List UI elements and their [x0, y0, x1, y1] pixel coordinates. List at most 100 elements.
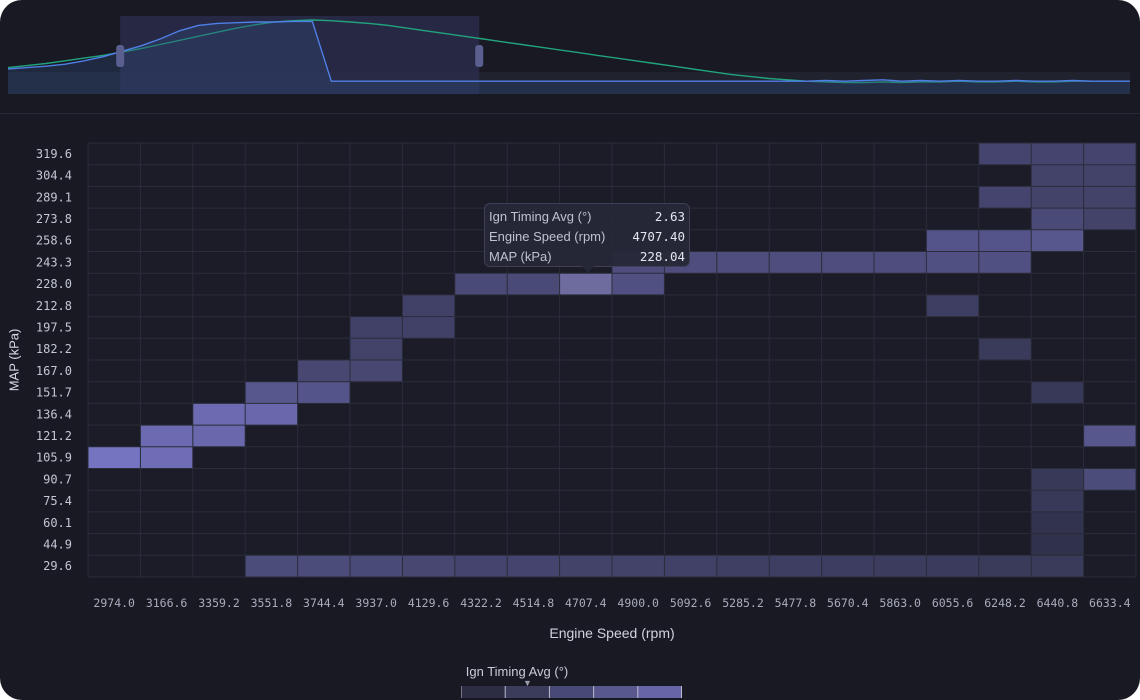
y-tick-label: 121.2: [36, 429, 72, 443]
heatmap-cell[interactable]: [350, 338, 403, 360]
heatmap-cell[interactable]: [1083, 208, 1136, 230]
heatmap-cell[interactable]: [1031, 533, 1084, 556]
heatmap-cell[interactable]: [192, 425, 246, 447]
heatmap-cell[interactable]: [245, 555, 298, 577]
heatmap-cell[interactable]: [1031, 555, 1084, 577]
x-tick-label: 3166.6: [146, 596, 188, 610]
tooltip-row: Ign Timing Avg (°) 2.63: [489, 207, 685, 227]
heatmap-cell[interactable]: [1031, 208, 1084, 230]
heatmap-cell[interactable]: [978, 555, 1032, 577]
x-tick-label: 6248.2: [984, 596, 1026, 610]
heatmap-cell[interactable]: [297, 360, 350, 382]
overview-series-area: [8, 21, 1130, 94]
legend-swatch: [549, 686, 594, 698]
heatmap-cell[interactable]: [350, 360, 403, 382]
tooltip-value: 4707.40: [632, 229, 685, 244]
heatmap-cell[interactable]: [507, 555, 560, 577]
y-tick-label: 60.1: [43, 516, 72, 530]
legend-swatch: [637, 686, 682, 698]
heatmap-cell[interactable]: [1083, 143, 1136, 165]
heatmap-cell[interactable]: [926, 294, 979, 317]
heatmap-cell[interactable]: [454, 555, 508, 577]
heatmap-cell[interactable]: [716, 555, 770, 577]
heatmap-cell[interactable]: [350, 316, 403, 339]
heatmap-cell[interactable]: [664, 555, 717, 577]
color-legend-bar[interactable]: [461, 686, 682, 698]
heatmap-cell[interactable]: [769, 555, 822, 577]
tooltip-label: Engine Speed (rpm): [489, 229, 606, 244]
heatmap-cell[interactable]: [926, 229, 979, 252]
color-legend-title: Ign Timing Avg (°): [465, 664, 569, 679]
heatmap-cell[interactable]: [769, 251, 822, 274]
brush-handle-right[interactable]: [475, 45, 484, 67]
y-axis-label: MAP (kPa): [6, 328, 22, 392]
heatmap-cell[interactable]: [874, 251, 927, 274]
heatmap-cell[interactable]: [1031, 511, 1084, 534]
heatmap-cell[interactable]: [1031, 143, 1084, 165]
heatmap-cell[interactable]: [1031, 164, 1084, 187]
heatmap-cell[interactable]: [1031, 381, 1084, 404]
tooltip-row: MAP (kPa) 228.04: [489, 247, 685, 267]
brush-handle-left[interactable]: [116, 45, 125, 67]
heatmap-cell-highlighted[interactable]: [559, 273, 612, 295]
heatmap-cell[interactable]: [1083, 164, 1136, 187]
heatmap-cell[interactable]: [245, 403, 298, 426]
heatmap-cell[interactable]: [1083, 186, 1136, 209]
heatmap-cell[interactable]: [192, 403, 246, 426]
x-tick-label: 4322.2: [460, 596, 502, 610]
heatmap-cell[interactable]: [402, 294, 455, 317]
overview-series-line: [7, 20, 1130, 82]
heatmap-cell[interactable]: [821, 251, 874, 274]
heatmap-cell[interactable]: [140, 425, 193, 447]
y-tick-label: 319.6: [36, 147, 72, 161]
x-tick-label: 5285.2: [722, 596, 764, 610]
heatmap-cell[interactable]: [978, 143, 1032, 165]
heatmap-cell[interactable]: [716, 251, 770, 274]
heatmap-cell[interactable]: [1031, 490, 1084, 512]
heatmap-cell[interactable]: [1083, 468, 1136, 491]
heatmap-cell[interactable]: [454, 273, 508, 295]
y-tick-label: 29.6: [43, 559, 72, 573]
heatmap-cell[interactable]: [402, 316, 455, 339]
heatmap-cell[interactable]: [821, 555, 874, 577]
heatmap-cell[interactable]: [140, 446, 193, 469]
y-tick-label: 75.4: [43, 494, 72, 508]
heatmap-cell[interactable]: [507, 273, 560, 295]
overview-timeline-chart[interactable]: [0, 0, 1140, 112]
x-axis-label: Engine Speed (rpm): [549, 625, 675, 641]
y-tick-label: 151.7: [36, 386, 72, 400]
heatmap-cell[interactable]: [926, 555, 979, 577]
heatmap-cell[interactable]: [1031, 229, 1084, 252]
heatmap-cell[interactable]: [1031, 468, 1084, 491]
heatmap-cell[interactable]: [402, 555, 455, 577]
x-tick-label: 3744.4: [303, 596, 345, 610]
heatmap-cell[interactable]: [350, 555, 403, 577]
y-tick-label: 44.9: [43, 537, 72, 551]
y-tick-label: 105.9: [36, 451, 72, 465]
y-tick-label: 258.6: [36, 234, 72, 248]
heatmap-cell[interactable]: [612, 555, 665, 577]
heatmap-cell[interactable]: [978, 338, 1032, 360]
heatmap-cell[interactable]: [88, 446, 141, 469]
x-tick-label: 3937.0: [355, 596, 397, 610]
heatmap-cell[interactable]: [297, 555, 350, 577]
heatmap-cell[interactable]: [1031, 186, 1084, 209]
heatmap-cell[interactable]: [612, 273, 665, 295]
x-tick-label: 2974.0: [93, 596, 135, 610]
heatmap-chart[interactable]: 319.6 304.4 289.1 273.8 258.6 243.3 228.0 212.8…: [0, 114, 1140, 700]
heatmap-cell[interactable]: [978, 186, 1032, 209]
heatmap-cell[interactable]: [297, 381, 350, 404]
legend-swatch: [593, 686, 638, 698]
heatmap-cell[interactable]: [926, 251, 979, 274]
heatmap-cell[interactable]: [874, 555, 927, 577]
heatmap-cell[interactable]: [559, 555, 612, 577]
heatmap-cell[interactable]: [978, 229, 1032, 252]
tooltip-label: Ign Timing Avg (°): [489, 209, 592, 224]
heatmap-cell[interactable]: [978, 251, 1032, 274]
heatmap-cell[interactable]: [1083, 425, 1136, 447]
y-tick-label: 136.4: [36, 407, 72, 421]
heatmap-cell[interactable]: [245, 381, 298, 404]
x-tick-label: 6055.6: [932, 596, 974, 610]
y-tick-label: 197.5: [36, 320, 72, 334]
